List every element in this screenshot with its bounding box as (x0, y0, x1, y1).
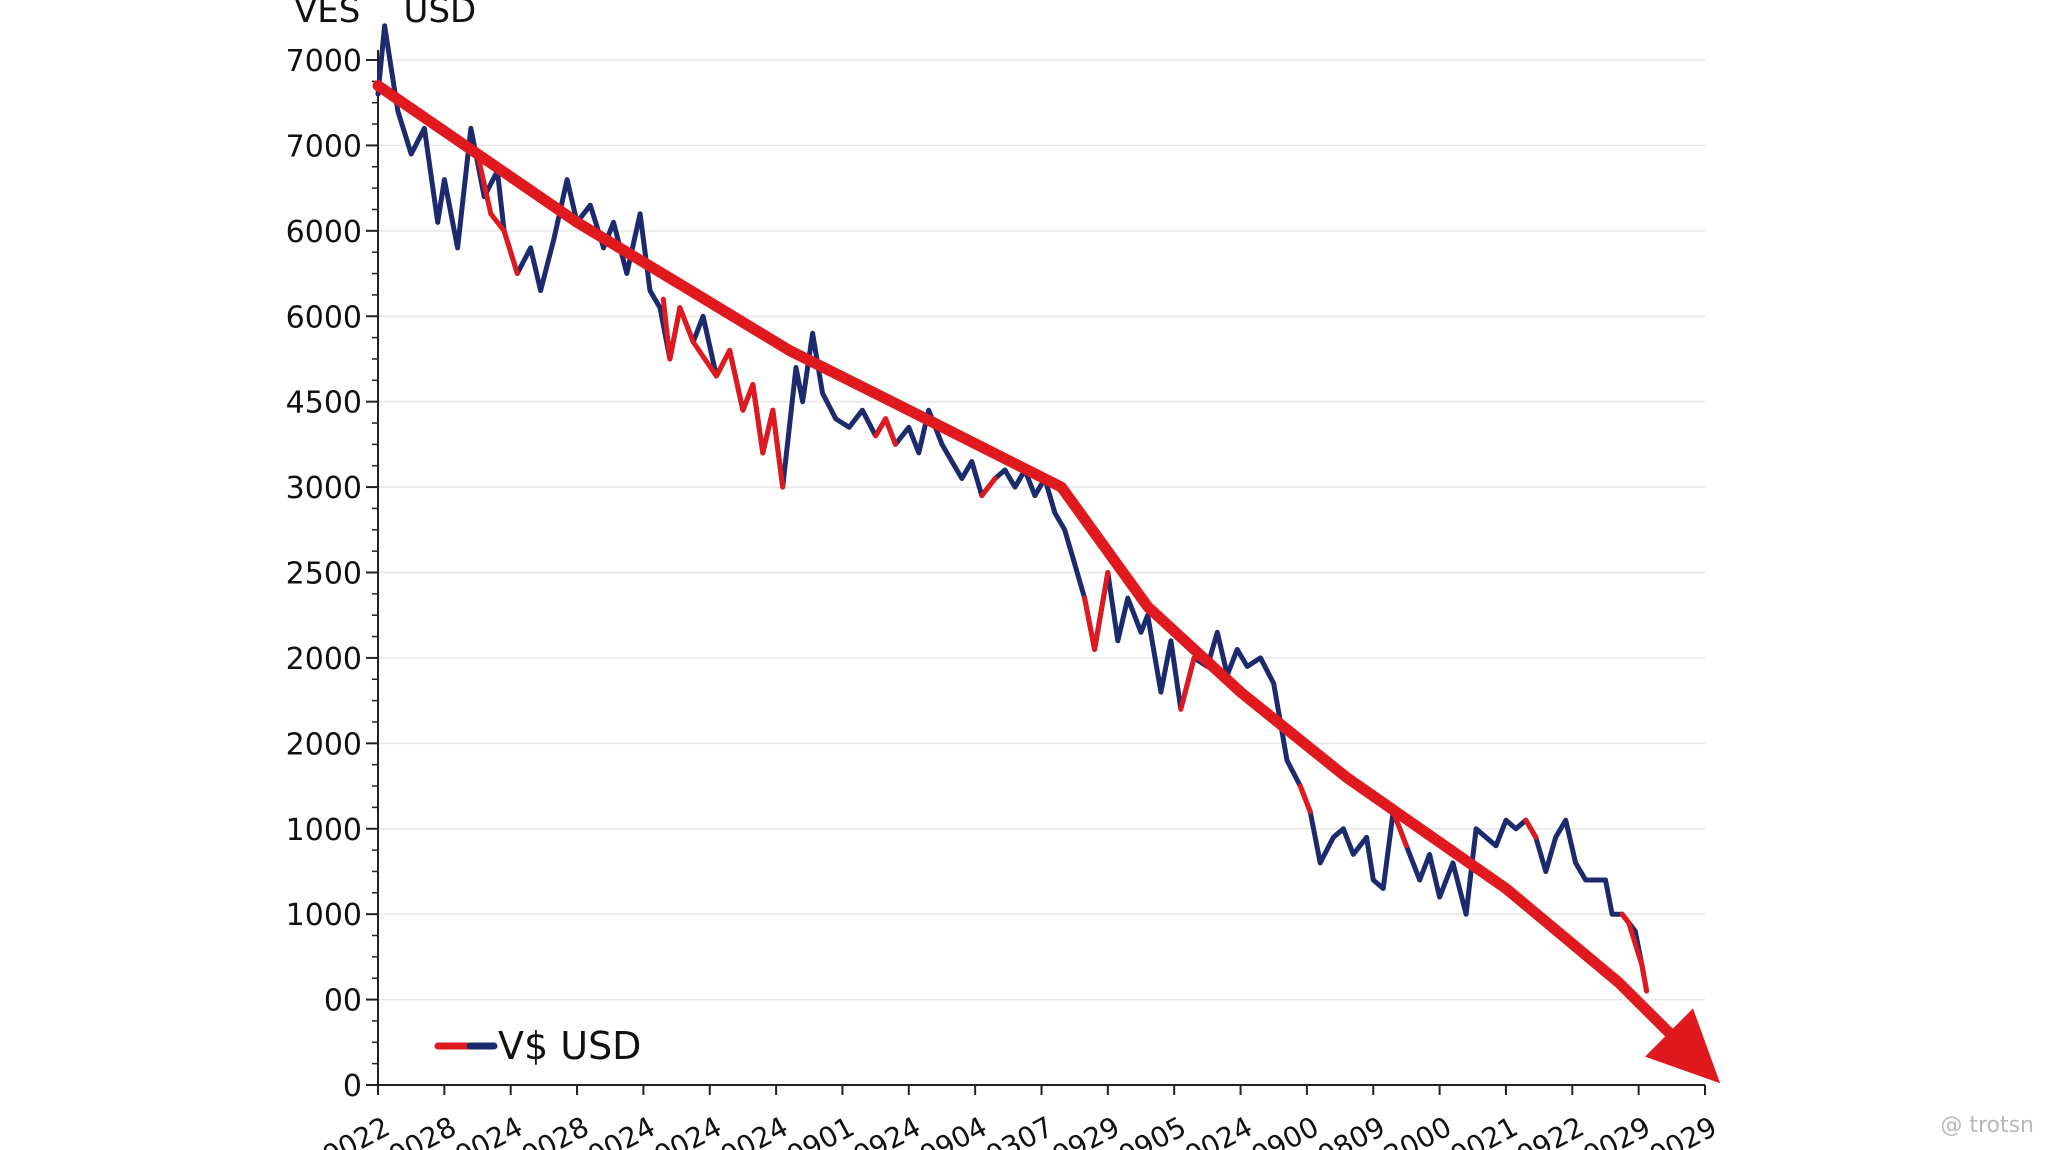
y-tick-label: 2000 (286, 727, 362, 762)
series-layer (372, 23, 1721, 1084)
series-highlight-segment (873, 416, 889, 439)
series-highlight-segment (979, 476, 998, 499)
series-highlight-segment (760, 407, 776, 456)
series-highlight-segment (727, 347, 746, 413)
y-tick-label: 6000 (286, 215, 362, 250)
legend-label: V$ USD (498, 1024, 641, 1068)
y-tick-label: 1000 (286, 898, 362, 933)
series-highlight-segment (1626, 920, 1645, 968)
series-highlight-segment (660, 296, 673, 362)
series-highlight-segment (690, 339, 719, 379)
y-tick-label: 7000 (286, 44, 362, 79)
trend-arrow-head (1645, 1008, 1721, 1084)
x-tick-label: 0029 (1644, 1110, 1722, 1150)
series-highlight-segment (475, 151, 494, 217)
y-tick-label: 7000 (286, 129, 362, 164)
series-highlight-segment (1092, 570, 1111, 652)
axes (377, 50, 1705, 1086)
series-highlight-segment (770, 407, 786, 490)
grid (378, 59, 1705, 1001)
legend: V$ USD (434, 1024, 641, 1068)
y-tick-label: 1000 (286, 813, 362, 848)
series-highlight-segment (1178, 655, 1197, 712)
y-tick-label: 2000 (286, 642, 362, 677)
series-highlight-segment (1523, 817, 1539, 840)
series-line-ves-usd (375, 23, 1650, 994)
series-highlight-segment (1297, 783, 1313, 815)
series-highlight-segment (1082, 595, 1098, 652)
trend-line (372, 80, 1698, 1061)
y-tick-label: 6000 (286, 300, 362, 335)
y-tick-label: 0 (343, 1069, 362, 1104)
series-highlight-segment (677, 305, 696, 345)
series-highlight-segment (501, 228, 520, 277)
series-highlight-segment (1639, 962, 1650, 994)
watermark: @ trotsn (1940, 1113, 2034, 1138)
series-highlight-segment (667, 305, 683, 362)
y-tick-label: 00 (324, 984, 362, 1019)
y-tick-label: 4500 (286, 386, 362, 421)
series-highlight-segment (488, 211, 507, 234)
series-highlight-segment (713, 347, 733, 379)
series-highlight-segment (883, 416, 899, 447)
y-tick-label: 3000 (286, 471, 362, 506)
series-highlight-segment (750, 382, 766, 456)
chart-title: VES USD (294, 0, 476, 31)
y-tick-label: 2500 (286, 557, 362, 592)
